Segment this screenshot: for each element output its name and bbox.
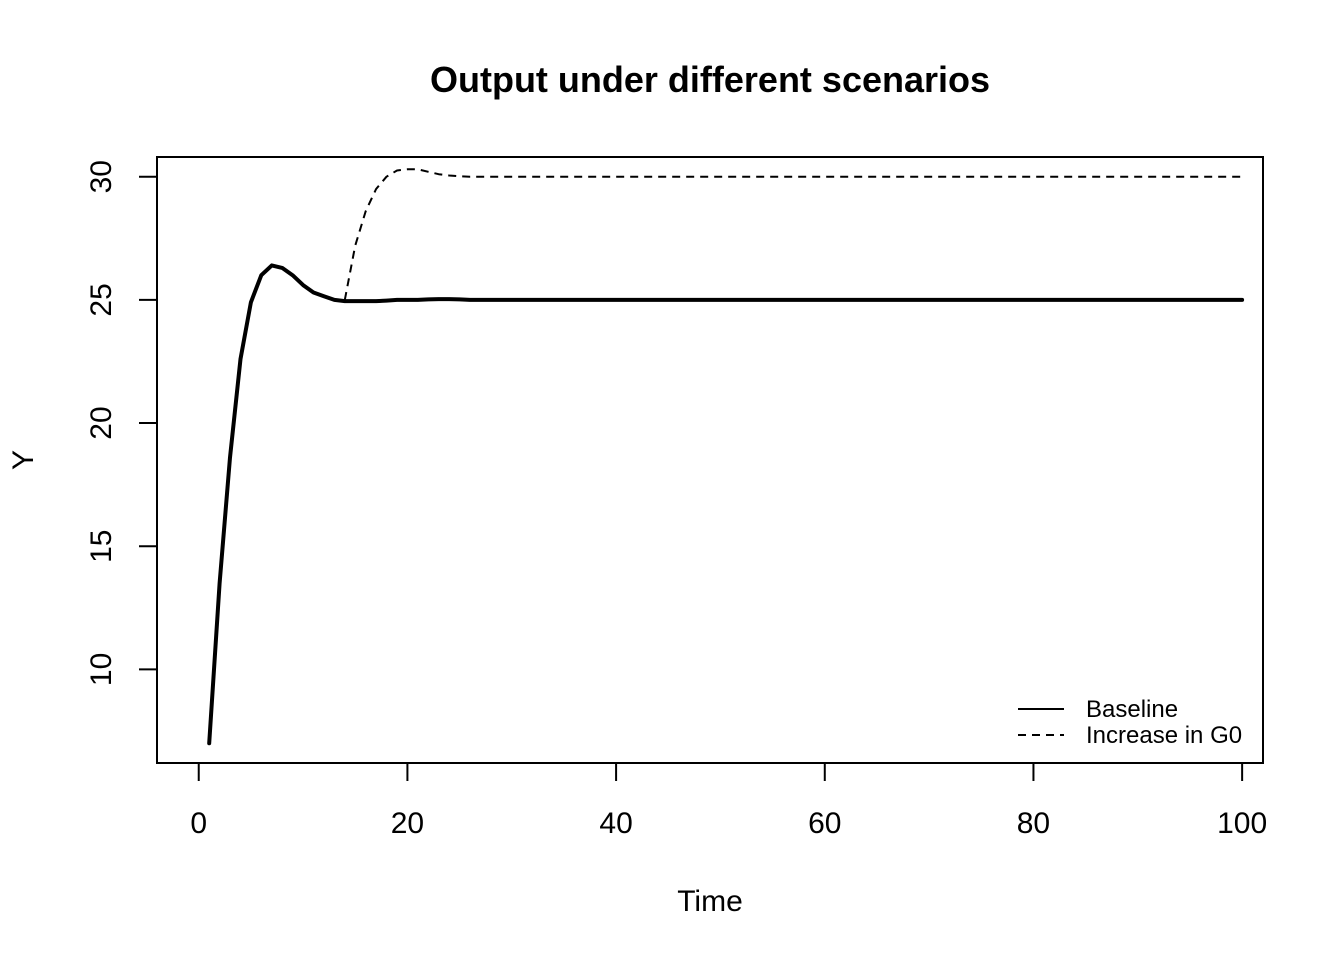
x-tick-label: 40 [599, 807, 632, 840]
series-layer [207, 168, 1245, 746]
series-line-1 [207, 263, 1245, 746]
series-line-2 [343, 168, 1243, 301]
y-tick-label: 25 [85, 283, 118, 316]
y-tick-label: 20 [85, 406, 118, 439]
y-axis: 10 15 20 25 30 [85, 160, 158, 686]
x-axis-label: Time [677, 885, 743, 918]
y-tick-label: 15 [85, 530, 118, 563]
x-tick-label: 0 [190, 807, 207, 840]
x-tick-label: 80 [1017, 807, 1050, 840]
plot-frame [156, 156, 1264, 764]
legend-label-2: Increase in G0 [1086, 722, 1242, 749]
legend-label-1: Baseline [1086, 696, 1178, 723]
chart-title: Output under different scenarios [430, 59, 990, 100]
y-tick-label: 10 [85, 653, 118, 686]
x-tick-label: 60 [808, 807, 841, 840]
x-axis: 0 20 40 60 80 100 [190, 762, 1267, 840]
y-axis-label: Y [7, 450, 40, 470]
y-tick-label: 30 [85, 160, 118, 193]
x-tick-label: 100 [1217, 807, 1267, 840]
x-tick-label: 20 [391, 807, 424, 840]
